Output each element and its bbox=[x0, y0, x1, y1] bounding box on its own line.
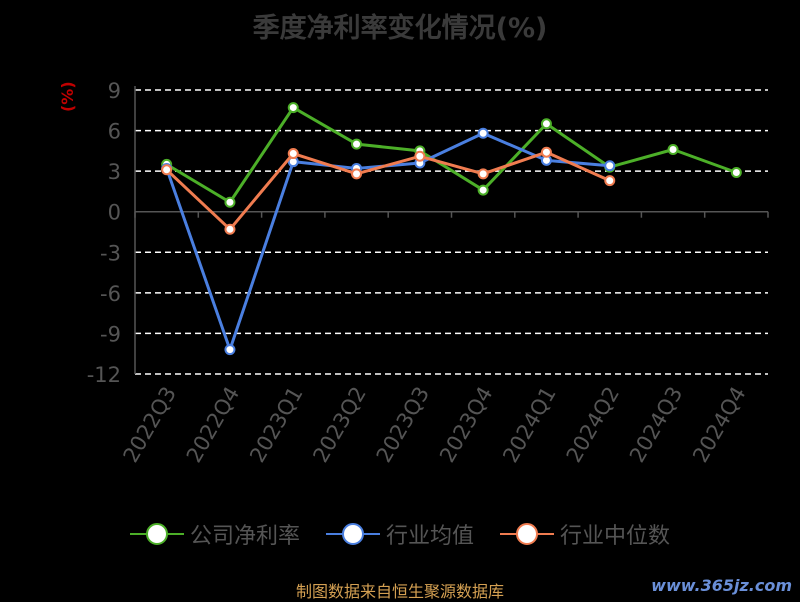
series-line-2 bbox=[165, 150, 611, 231]
data-point bbox=[540, 118, 552, 130]
legend-marker-industry-average bbox=[325, 523, 380, 545]
data-point bbox=[667, 144, 679, 156]
data-point bbox=[224, 223, 236, 235]
x-tick-label: 2024Q1 bbox=[498, 383, 560, 467]
data-point bbox=[287, 102, 299, 114]
legend-label-industry-average: 行业均值 bbox=[385, 524, 474, 549]
y-tick-label: 6 bbox=[108, 120, 121, 144]
legend-item-industry-median[interactable]: 行业中位数 bbox=[500, 518, 670, 550]
data-point bbox=[161, 164, 173, 176]
x-tick-label: 2023Q4 bbox=[435, 383, 497, 467]
legend-marker-net-margin bbox=[129, 523, 184, 545]
y-tick-label: 0 bbox=[108, 201, 121, 225]
data-point bbox=[477, 184, 489, 196]
x-tick-label: 2024Q3 bbox=[625, 383, 687, 467]
chart-legend: 公司净利率 行业均值 行业中位数 bbox=[0, 518, 800, 550]
legend-label-industry-median: 行业中位数 bbox=[560, 524, 671, 549]
x-tick-label: 2022Q4 bbox=[182, 383, 244, 467]
y-tick-label: -9 bbox=[100, 322, 121, 346]
data-source-note: 制图数据来自恒生聚源数据库 bbox=[295, 582, 504, 601]
data-point bbox=[224, 344, 236, 356]
y-tick-label: 9 bbox=[108, 79, 121, 103]
y-tick-label: -12 bbox=[87, 363, 121, 387]
y-tick-label: -3 bbox=[100, 241, 121, 265]
data-point bbox=[351, 138, 363, 150]
data-point bbox=[604, 175, 616, 187]
legend-label-net-margin: 公司净利率 bbox=[189, 524, 300, 549]
data-point bbox=[477, 127, 489, 139]
x-tick-label: 2024Q2 bbox=[562, 383, 624, 467]
x-tick-label: 2022Q3 bbox=[119, 383, 181, 467]
x-tick-label: 2023Q3 bbox=[372, 382, 434, 466]
chart-title: 季度净利率变化情况(%) bbox=[252, 13, 548, 44]
y-tick-label: 3 bbox=[108, 160, 121, 184]
data-point bbox=[730, 166, 742, 178]
data-point bbox=[351, 168, 363, 180]
legend-item-net-margin[interactable]: 公司净利率 bbox=[129, 518, 300, 550]
series-line-0 bbox=[165, 106, 737, 204]
x-tick-label: 2023Q2 bbox=[308, 383, 370, 467]
data-point bbox=[414, 150, 426, 162]
data-point bbox=[224, 196, 236, 208]
data-point bbox=[604, 160, 616, 172]
y-tick-label: -6 bbox=[100, 282, 121, 306]
legend-item-industry-average[interactable]: 行业均值 bbox=[325, 518, 474, 550]
legend-marker-industry-median bbox=[500, 523, 554, 545]
x-tick-label: 2024Q4 bbox=[688, 383, 750, 467]
x-tick-label: 2023Q1 bbox=[245, 383, 307, 467]
data-point bbox=[287, 148, 299, 160]
watermark: www.365jz.com bbox=[651, 576, 792, 595]
data-point bbox=[477, 168, 489, 180]
data-point bbox=[540, 146, 552, 158]
